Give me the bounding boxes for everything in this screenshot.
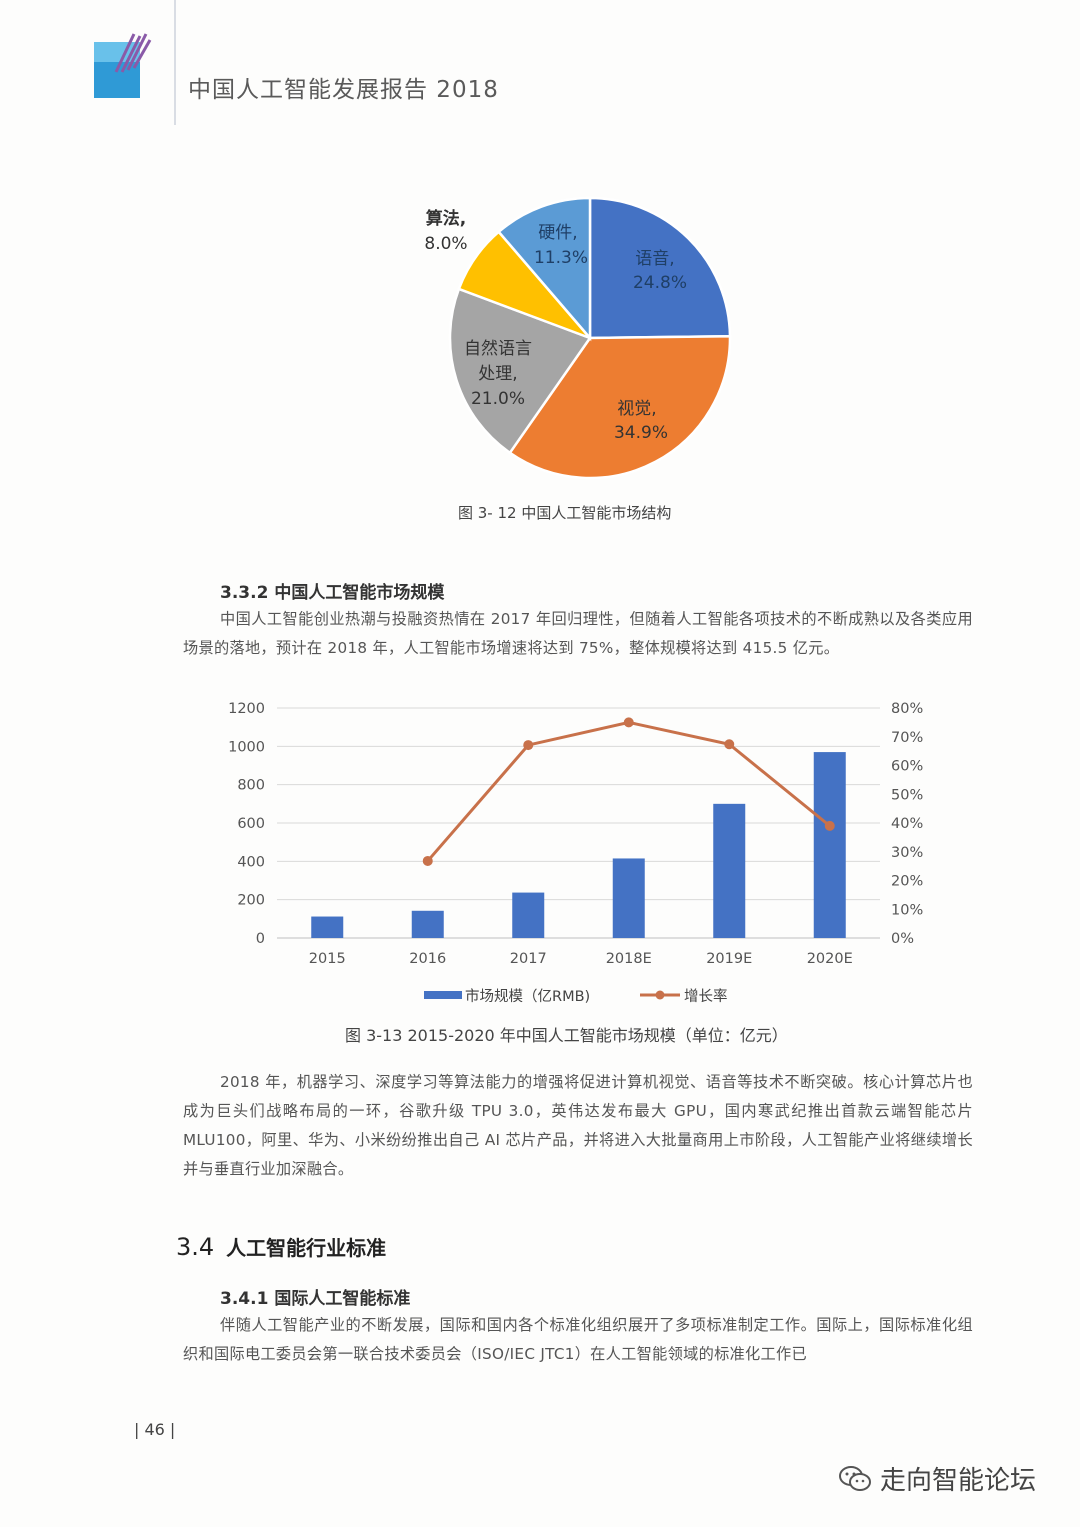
bar-2019E [713, 803, 746, 938]
growth-rate-line [426, 720, 831, 862]
pie-label-yingjian-name: 硬件, [538, 223, 577, 243]
growth-rate-point [824, 820, 835, 831]
y-right-tick: 40% [891, 816, 923, 832]
wechat-icon [839, 1465, 871, 1491]
x-tick: 2015 [309, 951, 346, 967]
y-left-tick: 1200 [228, 701, 265, 717]
pie-chart-caption: 图 3- 12 中国人工智能市场结构 [458, 504, 672, 522]
watermark: 走向智能论坛 [838, 1460, 1036, 1497]
y-left-tick: 400 [237, 854, 265, 870]
y-right-tick: 80% [891, 701, 923, 717]
section-3-4-1-paragraph: 伴随人工智能产业的不断发展，国际和国内各个标准化组织展开了多项标准制定工作。国际… [183, 1316, 973, 1363]
y-right-tick: 10% [891, 902, 923, 918]
bar-2018E [612, 858, 645, 938]
y-right-tick: 50% [891, 787, 923, 803]
x-tick: 2018E [606, 951, 652, 967]
legend-bar-swatch [424, 991, 462, 999]
bar-2016 [411, 910, 444, 938]
growth-rate-point [724, 739, 735, 750]
report-title: 中国人工智能发展报告 2018 [188, 77, 499, 103]
pie-label-suanfa-pct: 8.0% [424, 234, 467, 254]
section-3-4-title: 人工智能行业标准 [226, 1236, 387, 1260]
y-left-tick: 0 [256, 931, 265, 947]
section-3-4-1-heading: 3.4.1 国际人工智能标准 [220, 1289, 411, 1309]
report-logo [94, 33, 152, 98]
y-right-tick: 70% [891, 730, 923, 746]
market-structure-pie-chart: 语音, 24.8% 视觉, 34.9% 自然语言 处理, 21.0% 算法, 8… [424, 196, 732, 480]
legend-bar-label: 市场规模（亿RMB) [465, 988, 590, 1005]
pie-slice-2 [448, 287, 592, 455]
y-left-tick: 200 [237, 893, 265, 909]
pie-label-shijue-name: 视觉, [617, 399, 656, 419]
growth-rate-point [422, 855, 433, 866]
y-right-tick: 20% [891, 874, 923, 890]
bar-2015 [311, 916, 344, 938]
pie-label-nlp-line1: 自然语言 [464, 339, 532, 359]
pie-slice-4 [496, 196, 592, 342]
section-3-3-2-heading: 3.3.2 中国人工智能市场规模 [220, 583, 445, 603]
paragraph-2018: 2018 年，机器学习、深度学习等算法能力的增强将促进计算机视觉、语音等技术不断… [183, 1073, 973, 1178]
pie-slice-1 [508, 334, 732, 480]
bar-2017 [512, 892, 545, 938]
section-3-4-number: 3.4 [176, 1233, 215, 1261]
pie-label-nlp-pct: 21.0% [471, 389, 525, 409]
x-tick: 2016 [409, 951, 446, 967]
pie-label-yingjian-pct: 11.3% [534, 248, 588, 268]
y-right-tick: 0% [891, 931, 914, 947]
x-tick: 2019E [706, 951, 752, 967]
pie-label-yuyin-pct: 24.8% [633, 273, 687, 293]
pie-label-suanfa-name: 算法, [425, 208, 466, 229]
bar-2020E [813, 752, 846, 938]
section-3-3-2-paragraph: 中国人工智能创业热潮与投融资热情在 2017 年回归理性，但随着人工智能各项技术… [183, 610, 973, 657]
x-tick: 2017 [510, 951, 547, 967]
y-right-tick: 60% [891, 759, 923, 775]
pie-slice-0 [588, 196, 732, 340]
growth-rate-point [623, 717, 634, 728]
pie-label-shijue-pct: 34.9% [614, 423, 668, 443]
x-tick: 2020E [807, 951, 853, 967]
page-number: | 46 | [134, 1420, 176, 1439]
pie-label-yuyin-name: 语音, [635, 249, 674, 269]
legend-line-marker [655, 990, 665, 1000]
y-left-tick: 600 [237, 816, 265, 832]
legend-line-label: 增长率 [684, 988, 728, 1005]
pie-label-nlp-line2: 处理, [478, 364, 517, 384]
y-right-tick: 30% [891, 845, 923, 861]
market-size-combo-chart: 0 200 400 600 800 1000 1200 0% 10% 20% 30% 40% 50% 6… [228, 701, 923, 1005]
combo-chart-caption: 图 3-13 2015-2020 年中国人工智能市场规模（单位：亿元） [345, 1026, 788, 1045]
y-left-tick: 1000 [228, 739, 265, 755]
section-3-4-heading: 3.4 人工智能行业标准 [176, 1232, 386, 1261]
growth-rate-point [523, 740, 534, 751]
header-divider [174, 0, 176, 125]
watermark-text: 走向智能论坛 [880, 1466, 1037, 1496]
y-left-tick: 800 [237, 778, 265, 794]
